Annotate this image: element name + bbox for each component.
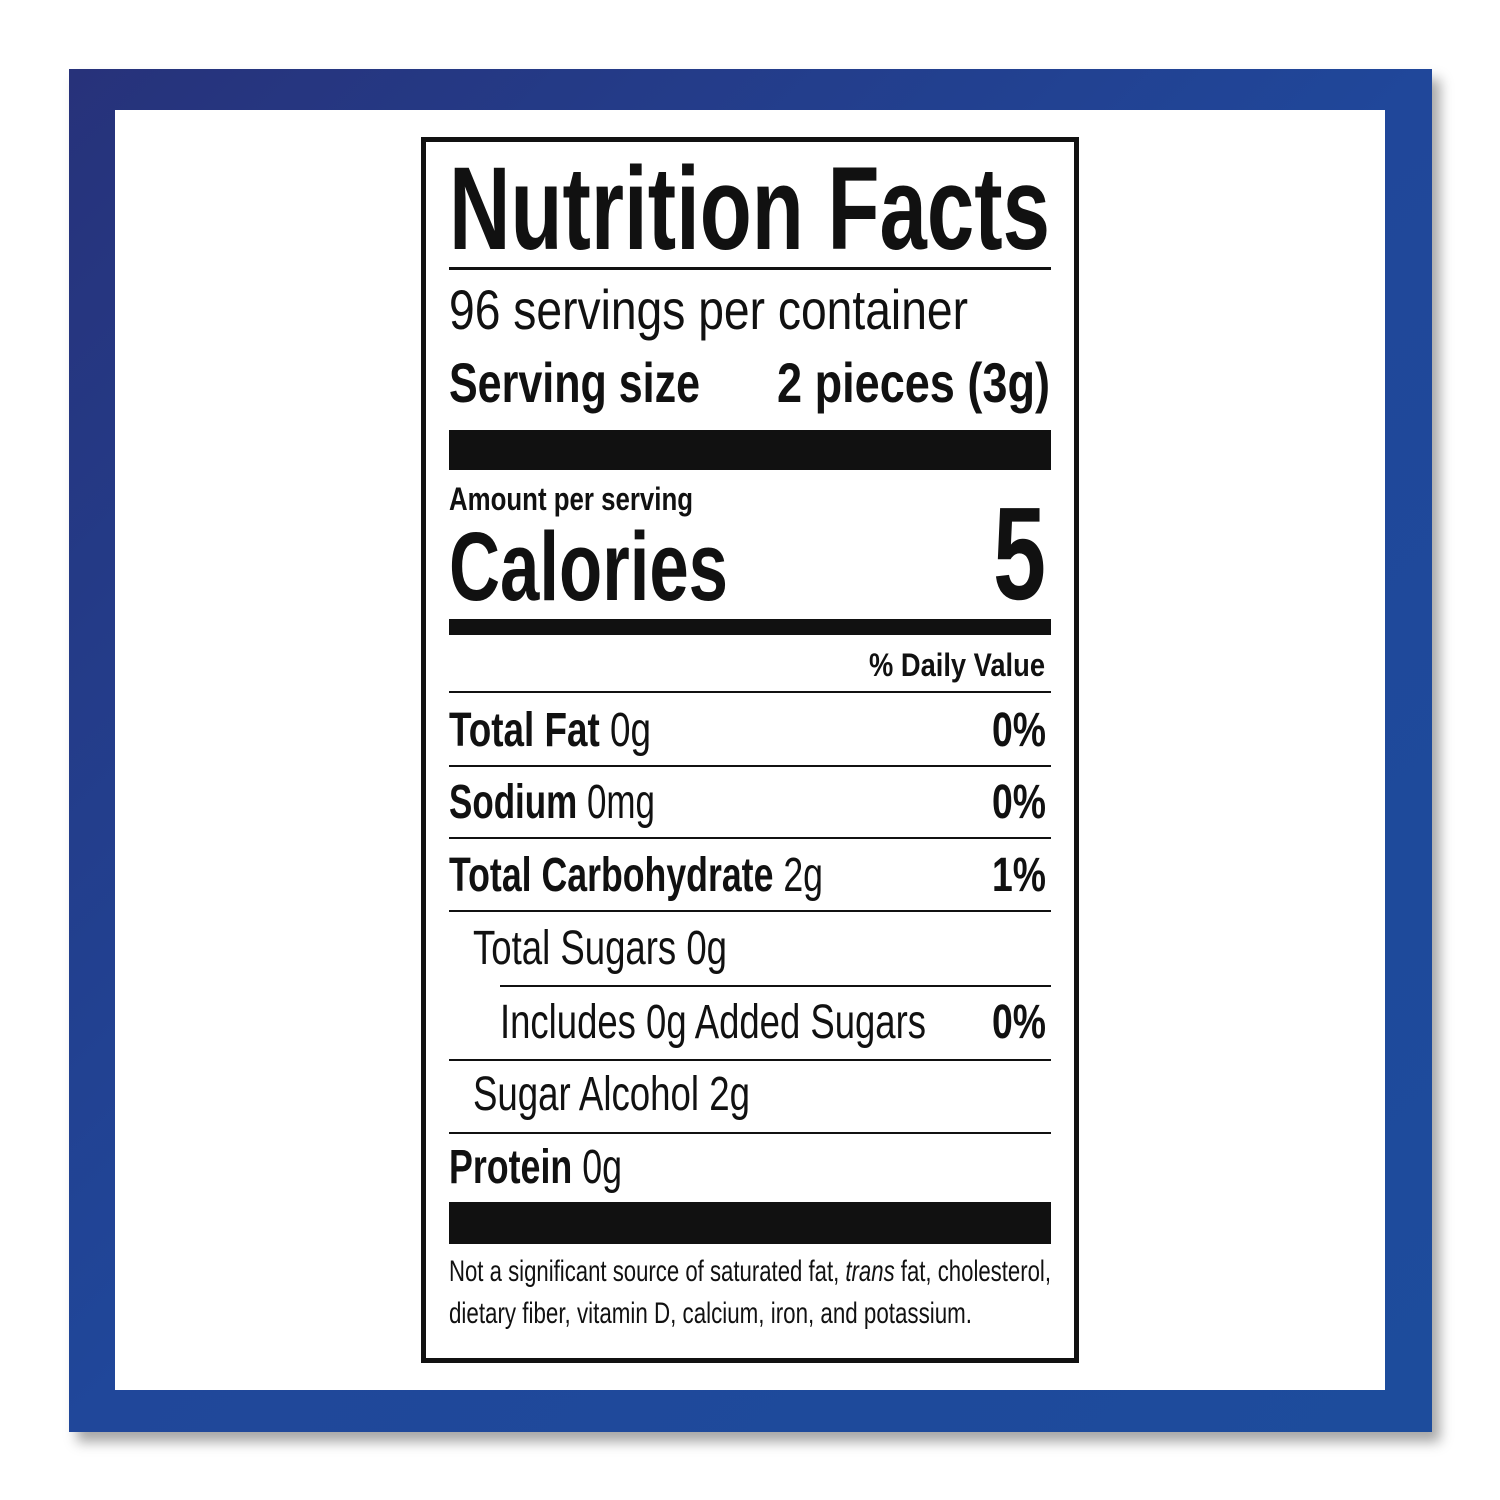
nutrient-total-carbohydrate: Total Carbohydrate 2g [449,849,823,902]
divider [449,837,1051,839]
thick-bar [449,1202,1051,1244]
medium-bar [449,619,1051,635]
divider [449,765,1051,767]
divider [500,985,1051,987]
nutrition-facts-label [421,137,1079,1363]
divider [449,910,1051,912]
nutrient-sugar-alcohol: Sugar Alcohol 2g [473,1068,750,1121]
dv-added-sugars: 0% [992,996,1046,1049]
divider [449,1059,1051,1061]
servings-per-container: 96 servings per container [449,278,968,341]
calories-label: Calories [449,512,728,621]
nutrient-protein: Protein 0g [449,1141,622,1194]
footnote-line-2: dietary fiber, vitamin D, calcium, iron,… [449,1297,972,1330]
serving-size-label: Serving size [449,351,700,414]
dv-sodium: 0% [992,776,1046,829]
serving-size-value: 2 pieces (3g) [777,351,1050,414]
divider [449,267,1051,270]
nutrient-total-fat: Total Fat 0g [449,704,651,757]
nutrient-added-sugars: Includes 0g Added Sugars [500,996,926,1049]
label-title: Nutrition Facts [449,143,1050,275]
white-panel [115,110,1385,1390]
divider [449,691,1051,693]
thick-bar [449,430,1051,470]
dv-total-carbohydrate: 1% [992,849,1046,902]
dv-total-fat: 0% [992,704,1046,757]
calories-value: 5 [993,480,1046,627]
nutrient-sodium: Sodium 0mg [449,776,655,829]
nutrient-total-sugars: Total Sugars 0g [473,922,727,975]
amount-per-serving: Amount per serving [449,481,693,517]
footnote-line-1: Not a significant source of saturated fa… [449,1255,1051,1288]
divider [449,1132,1051,1134]
daily-value-header: % Daily Value [869,647,1045,683]
